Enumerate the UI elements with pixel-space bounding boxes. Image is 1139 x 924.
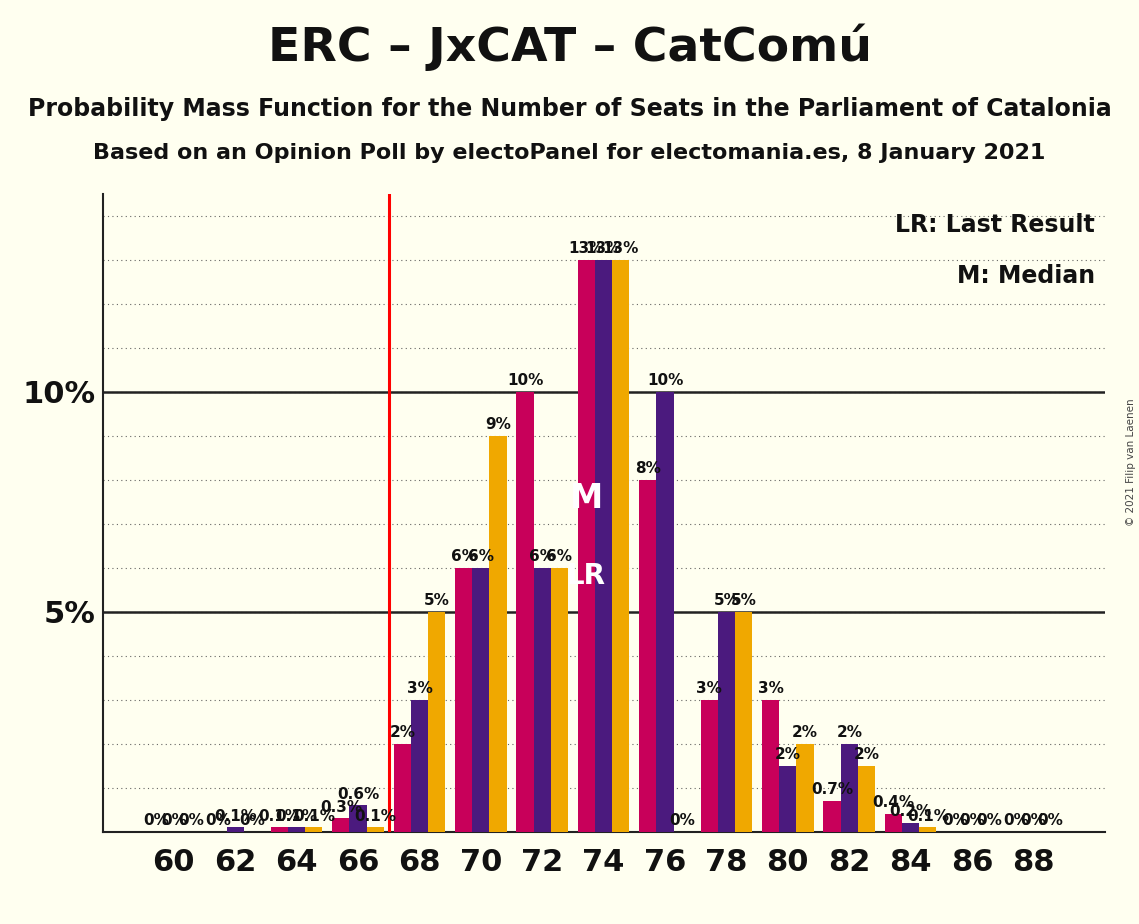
Bar xyxy=(333,819,350,832)
Bar xyxy=(534,567,551,832)
Text: 0%: 0% xyxy=(942,813,968,828)
Text: 9%: 9% xyxy=(485,418,511,432)
Bar xyxy=(394,744,411,832)
Bar xyxy=(919,827,936,832)
Bar xyxy=(551,567,568,832)
Text: 3%: 3% xyxy=(407,681,433,696)
Bar xyxy=(350,805,367,832)
Text: 13%: 13% xyxy=(585,241,622,257)
Text: 0.1%: 0.1% xyxy=(293,808,335,823)
Bar xyxy=(779,766,796,832)
Text: 0.7%: 0.7% xyxy=(811,783,853,797)
Text: Based on an Opinion Poll by electoPanel for electomania.es, 8 January 2021: Based on an Opinion Poll by electoPanel … xyxy=(93,143,1046,164)
Text: 3%: 3% xyxy=(757,681,784,696)
Bar xyxy=(885,814,902,832)
Bar xyxy=(762,699,779,832)
Text: 2%: 2% xyxy=(775,748,801,762)
Text: 0.6%: 0.6% xyxy=(337,786,379,802)
Text: 0%: 0% xyxy=(239,813,265,828)
Bar xyxy=(490,436,507,832)
Text: LR: LR xyxy=(567,562,606,590)
Bar xyxy=(367,827,384,832)
Bar xyxy=(841,744,858,832)
Text: 2%: 2% xyxy=(390,725,416,740)
Text: 0.4%: 0.4% xyxy=(872,796,915,810)
Text: 10%: 10% xyxy=(507,373,543,388)
Text: M: M xyxy=(570,482,604,515)
Text: 0.1%: 0.1% xyxy=(276,808,318,823)
Text: 5%: 5% xyxy=(713,593,739,608)
Text: 0%: 0% xyxy=(205,813,231,828)
Bar xyxy=(305,827,322,832)
Bar xyxy=(656,392,673,832)
Bar xyxy=(902,822,919,832)
Bar xyxy=(288,827,305,832)
Bar xyxy=(516,392,534,832)
Text: 3%: 3% xyxy=(696,681,722,696)
Text: 0%: 0% xyxy=(178,813,204,828)
Text: 0.1%: 0.1% xyxy=(907,808,949,823)
Text: 0.1%: 0.1% xyxy=(354,808,396,823)
Text: 5%: 5% xyxy=(424,593,450,608)
Bar xyxy=(456,567,473,832)
Text: 0.2%: 0.2% xyxy=(890,804,932,820)
Text: 13%: 13% xyxy=(568,241,605,257)
Text: 6%: 6% xyxy=(530,549,556,565)
Text: 10%: 10% xyxy=(647,373,683,388)
Bar xyxy=(595,260,613,832)
Text: 2%: 2% xyxy=(792,725,818,740)
Text: 0.1%: 0.1% xyxy=(259,808,301,823)
Bar xyxy=(411,699,428,832)
Bar xyxy=(473,567,490,832)
Bar xyxy=(227,827,244,832)
Bar xyxy=(796,744,813,832)
Text: 0%: 0% xyxy=(1021,813,1047,828)
Text: 5%: 5% xyxy=(731,593,756,608)
Bar xyxy=(613,260,630,832)
Text: 13%: 13% xyxy=(603,241,639,257)
Bar xyxy=(718,612,735,832)
Text: 8%: 8% xyxy=(634,461,661,477)
Text: 0%: 0% xyxy=(976,813,1002,828)
Text: 0%: 0% xyxy=(670,813,695,828)
Text: 0.3%: 0.3% xyxy=(320,800,362,815)
Text: LR: Last Result: LR: Last Result xyxy=(895,213,1095,237)
Text: 0.1%: 0.1% xyxy=(214,808,256,823)
Bar xyxy=(428,612,445,832)
Bar xyxy=(823,801,841,832)
Text: 6%: 6% xyxy=(468,549,494,565)
Bar xyxy=(700,699,718,832)
Text: 0%: 0% xyxy=(1003,813,1030,828)
Text: 6%: 6% xyxy=(547,549,573,565)
Bar xyxy=(735,612,752,832)
Text: © 2021 Filip van Laenen: © 2021 Filip van Laenen xyxy=(1126,398,1136,526)
Bar xyxy=(858,766,875,832)
Text: 0%: 0% xyxy=(1038,813,1064,828)
Text: M: Median: M: Median xyxy=(957,264,1095,288)
Text: 6%: 6% xyxy=(451,549,477,565)
Text: 0%: 0% xyxy=(161,813,187,828)
Text: 2%: 2% xyxy=(836,725,862,740)
Text: 0%: 0% xyxy=(144,813,170,828)
Text: 2%: 2% xyxy=(853,748,879,762)
Bar xyxy=(577,260,595,832)
Bar xyxy=(271,827,288,832)
Text: ERC – JxCAT – CatComú: ERC – JxCAT – CatComú xyxy=(268,23,871,70)
Text: Probability Mass Function for the Number of Seats in the Parliament of Catalonia: Probability Mass Function for the Number… xyxy=(27,97,1112,121)
Text: 0%: 0% xyxy=(959,813,985,828)
Bar xyxy=(639,480,656,832)
